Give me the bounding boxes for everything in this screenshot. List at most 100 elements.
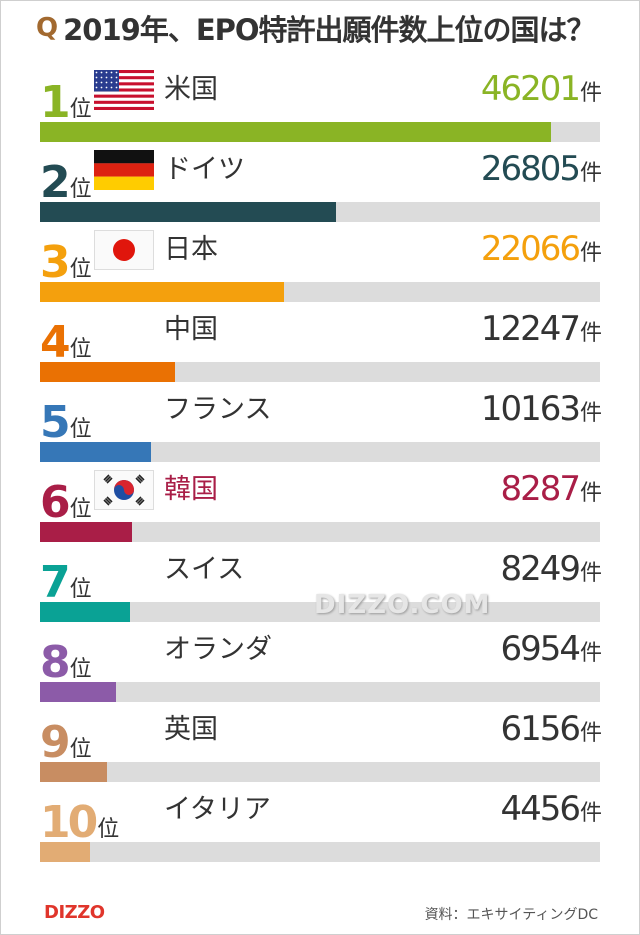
application-count: 8287 件 [500,470,602,508]
country-name: スイス [164,554,245,585]
rank-number: 7 [40,557,71,608]
application-count: 4456 件 [500,790,602,828]
bar-fill [40,522,132,542]
country-name: 日本 [164,234,218,265]
rank-suffix: 位 [97,817,120,842]
source-credit: 資料：エキサイティングDC [424,907,598,923]
country-name: オランダ [164,634,272,665]
bar-track [40,202,600,222]
application-count: 6156 件 [500,710,602,748]
page-title: Q 2019年、EPO特許出願件数上位の国は？ [36,8,596,48]
watermark: DIZZO.COM [314,590,491,620]
country-name: フランス [164,394,272,425]
bar-track [40,442,600,462]
count-unit: 件 [579,721,602,746]
ranking-row-9: 9 位 英国 6156 件 [40,702,602,782]
rank-suffix: 位 [69,577,92,602]
rank-number: 4 [40,317,71,368]
application-count: 6954 件 [500,630,602,668]
japan-flag-icon [94,230,154,270]
application-count: 22066 件 [481,230,602,268]
rank-suffix: 位 [69,497,92,522]
count-unit: 件 [579,321,602,346]
rank-label: 4 位 [40,317,92,368]
application-count: 10163 件 [481,390,602,428]
dizzo-logo: DIZZO [44,902,105,923]
rank-label: 9 位 [40,717,92,768]
country-name: 中国 [164,314,218,345]
country-name: 英国 [164,714,218,745]
rank-number: 2 [40,157,71,208]
count-number: 4456 [500,789,581,829]
application-count: 12247 件 [481,310,602,348]
application-count: 26805 件 [481,150,602,188]
rank-label: 6 位 [40,477,92,528]
rank-number: 1 [40,77,71,128]
bar-track [40,122,600,142]
rank-label: 1 位 [40,77,92,128]
bar-track [40,282,600,302]
bar-fill [40,282,284,302]
us-flag-icon [94,70,154,110]
application-count: 8249 件 [500,550,602,588]
ranking-row-10: 10 位 イタリア 4456 件 [40,782,602,862]
korea-flag-icon [94,470,154,510]
bar-fill [40,842,90,862]
count-unit: 件 [579,161,602,186]
count-number: 26805 [480,149,581,189]
ranking-row-8: 8 位 オランダ 6954 件 [40,622,602,702]
bar-fill [40,122,551,142]
country-name: 米国 [164,74,218,105]
bar-fill [40,762,107,782]
count-unit: 件 [579,561,602,586]
application-count: 46201 件 [481,70,602,108]
ranking-row-3: 3 位 日本 22066 件 [40,222,602,302]
count-unit: 件 [579,481,602,506]
ranking-row-1: 1 位 米国 46201 件 [40,62,602,142]
count-unit: 件 [579,641,602,666]
rank-suffix: 位 [69,257,92,282]
rank-label: 2 位 [40,157,92,208]
count-number: 8287 [500,469,581,509]
q-mark: Q [36,13,58,43]
country-name: イタリア [164,794,271,825]
ranking-row-6: 6 位 韓国 8287 件 [40,462,602,542]
count-unit: 件 [579,81,602,106]
count-unit: 件 [579,241,602,266]
ranking-row-7: 7 位 スイス 8249 件 [40,542,602,622]
bar-track [40,602,600,622]
count-unit: 件 [579,801,602,826]
rank-suffix: 位 [69,657,92,682]
count-number: 22066 [480,229,581,269]
count-number: 10163 [480,389,581,429]
country-name: ドイツ [164,154,245,185]
rank-number: 8 [40,637,71,688]
rank-label: 5 位 [40,401,92,445]
bar-track [40,682,600,702]
ranking-row-5: 5 位 フランス 10163 件 [40,382,602,462]
bar-track [40,362,600,382]
title-text: 2019年、EPO特許出願件数上位の国は？ [63,13,595,47]
count-unit: 件 [579,401,602,426]
rank-suffix: 位 [69,337,92,362]
ranking-row-2: 2 位 ドイツ 26805 件 [40,142,602,222]
rank-number: 10 [40,797,98,848]
bar-fill [40,442,151,462]
rank-label: 10 位 [40,797,120,848]
bar-track [40,762,600,782]
rank-suffix: 位 [69,737,92,762]
germany-flag-icon [94,150,154,190]
bar-track [40,522,600,542]
bar-fill [40,362,175,382]
bar-fill [40,602,130,622]
count-number: 8249 [500,549,581,589]
ranking-row-4: 4 位 中国 12247 件 [40,302,602,382]
rank-label: 3 位 [40,237,92,288]
rank-number: 6 [40,477,71,528]
count-number: 12247 [480,309,581,349]
bar-track [40,842,600,862]
rank-number: 9 [40,717,71,768]
rank-number: 3 [40,237,71,288]
bar-fill [40,682,116,702]
rank-label: 7 位 [40,557,92,608]
